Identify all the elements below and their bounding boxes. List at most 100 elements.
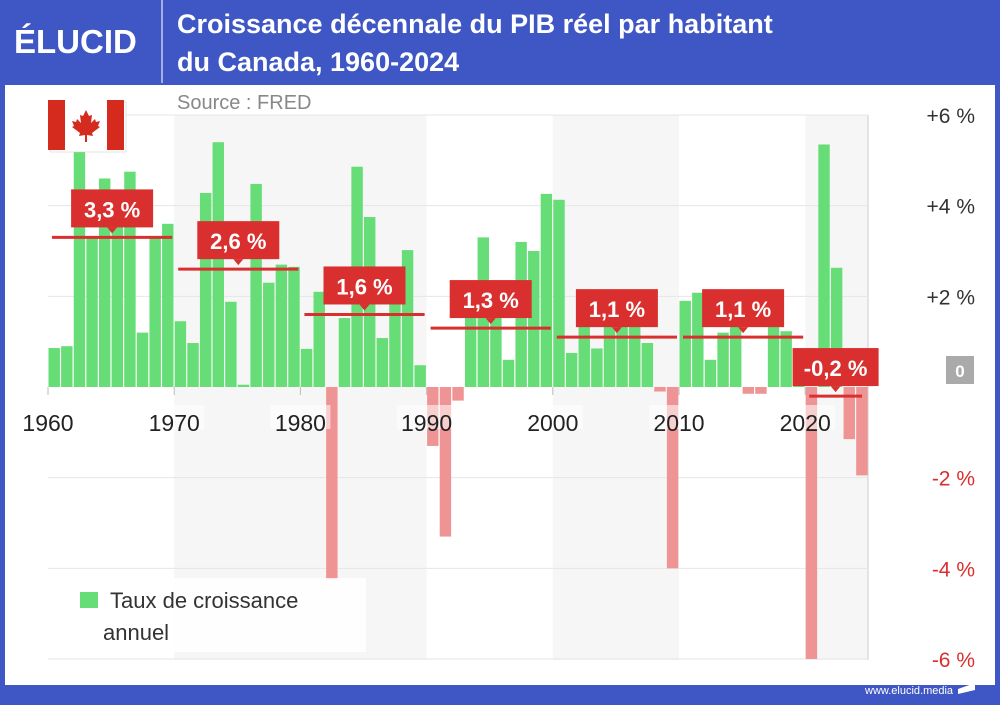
bar-1996 [502,359,515,387]
x-tick-label: 2010 [653,410,704,436]
bar-1972 [199,192,212,387]
decade-average-label: 2,6 % [210,229,266,254]
decade-average-label: 1,3 % [463,288,519,313]
bar-1962 [73,146,86,387]
x-tick-label-bg [775,405,836,429]
x-tick-label-bg [270,405,331,429]
source-label: Source : FRED [177,92,311,114]
bar-2007 [641,343,654,387]
bar-1995 [490,296,502,387]
legend-swatch [80,592,98,608]
bar-2016 [755,387,767,394]
legend-label: Taux de croissance [110,588,298,613]
bar-2000 [553,199,565,387]
y-tick-label: +4 % [927,196,975,219]
bar-1978 [275,264,288,387]
legend: Taux de croissance annuel [64,578,366,652]
y-tick-label: +6 % [927,105,975,128]
decade-average-label: 3,3 % [84,197,140,222]
bar-1973 [212,142,224,387]
badge-pointer [738,327,749,334]
decade-average-label: -0,2 % [804,356,868,381]
badge-pointer [233,259,244,266]
bar-1979 [288,266,300,387]
bar-2004 [603,323,616,387]
y-zero-badge [946,356,974,384]
bar-1998 [528,251,540,387]
bar-1981 [313,291,325,387]
bar-2017 [767,305,780,387]
bar-1989 [414,365,426,387]
decade-average-badge [702,289,785,328]
x-tick-label: 2000 [527,410,578,436]
bar-1975 [237,384,250,387]
decade-average-label: 1,1 % [589,297,645,322]
bar-2024 [856,387,868,476]
legend-label-cont: annuel [103,620,169,645]
bar-1969 [162,223,174,387]
bar-2023 [843,387,855,440]
bar-1961 [61,346,73,387]
x-tick-label: 1990 [401,410,452,436]
bar-1982 [326,387,338,580]
x-tick-label-bg [522,405,583,429]
bar-2011 [692,292,704,387]
badge-pointer [107,227,118,234]
footer-url: www.elucid.media [864,685,954,697]
elucid-mark-icon [958,683,975,694]
decade-average-badge [323,266,406,305]
bar-2006 [629,319,641,387]
bar-2015 [742,387,755,394]
x-tick-label-bg [649,405,709,429]
bar-1999 [540,193,553,387]
x-tick-label-bg [396,405,457,429]
bar-1976 [250,183,262,387]
bar-1993 [464,309,477,387]
y-tick-label: +2 % [927,286,975,309]
decade-average-badge [792,348,879,387]
elucid-logo: ÉLUCID [14,23,137,60]
x-tick-label: 1970 [149,410,200,436]
bar-2022 [830,267,843,387]
bar-1968 [149,237,161,387]
badge-pointer [485,318,496,325]
chart-title-line1: Croissance décennale du PIB réel par hab… [177,9,773,39]
y-tick-label: -6 % [932,649,975,672]
y-tick-label: 0 [955,362,964,381]
bar-1977 [263,282,275,387]
bar-1980 [300,348,313,387]
decade-average-badge [197,221,280,260]
bar-2009 [666,387,679,569]
bar-1964 [98,178,111,387]
decade-average-badge [575,289,658,328]
bar-1965 [111,223,124,387]
bar-2021 [818,144,830,387]
bar-1983 [338,318,351,387]
bar-2003 [591,348,603,387]
bar-2013 [717,332,729,387]
bar-1974 [225,301,237,387]
bar-1986 [376,338,389,387]
badge-pointer [359,304,370,311]
decade-average-badge [71,189,154,228]
x-tick-label: 1980 [275,410,326,436]
bar-1988 [401,250,414,387]
canada-flag-icon [48,100,127,153]
bar-2020 [805,387,818,659]
badge-pointer [611,327,622,334]
bar-2014 [729,314,742,387]
chart-title-line2: du Canada, 1960-2024 [177,47,459,77]
bar-2012 [704,359,717,387]
bar-2002 [578,300,590,387]
bar-2005 [616,323,628,387]
y-tick-label: -4 % [932,558,975,581]
bar-2018 [780,331,792,387]
bar-1991 [439,387,452,537]
bar-2010 [679,300,691,387]
badge-pointer [830,386,841,393]
bar-1971 [187,343,199,387]
bar-2008 [654,387,666,392]
decade-average-label: 1,6 % [336,274,392,299]
bar-1966 [124,171,136,387]
